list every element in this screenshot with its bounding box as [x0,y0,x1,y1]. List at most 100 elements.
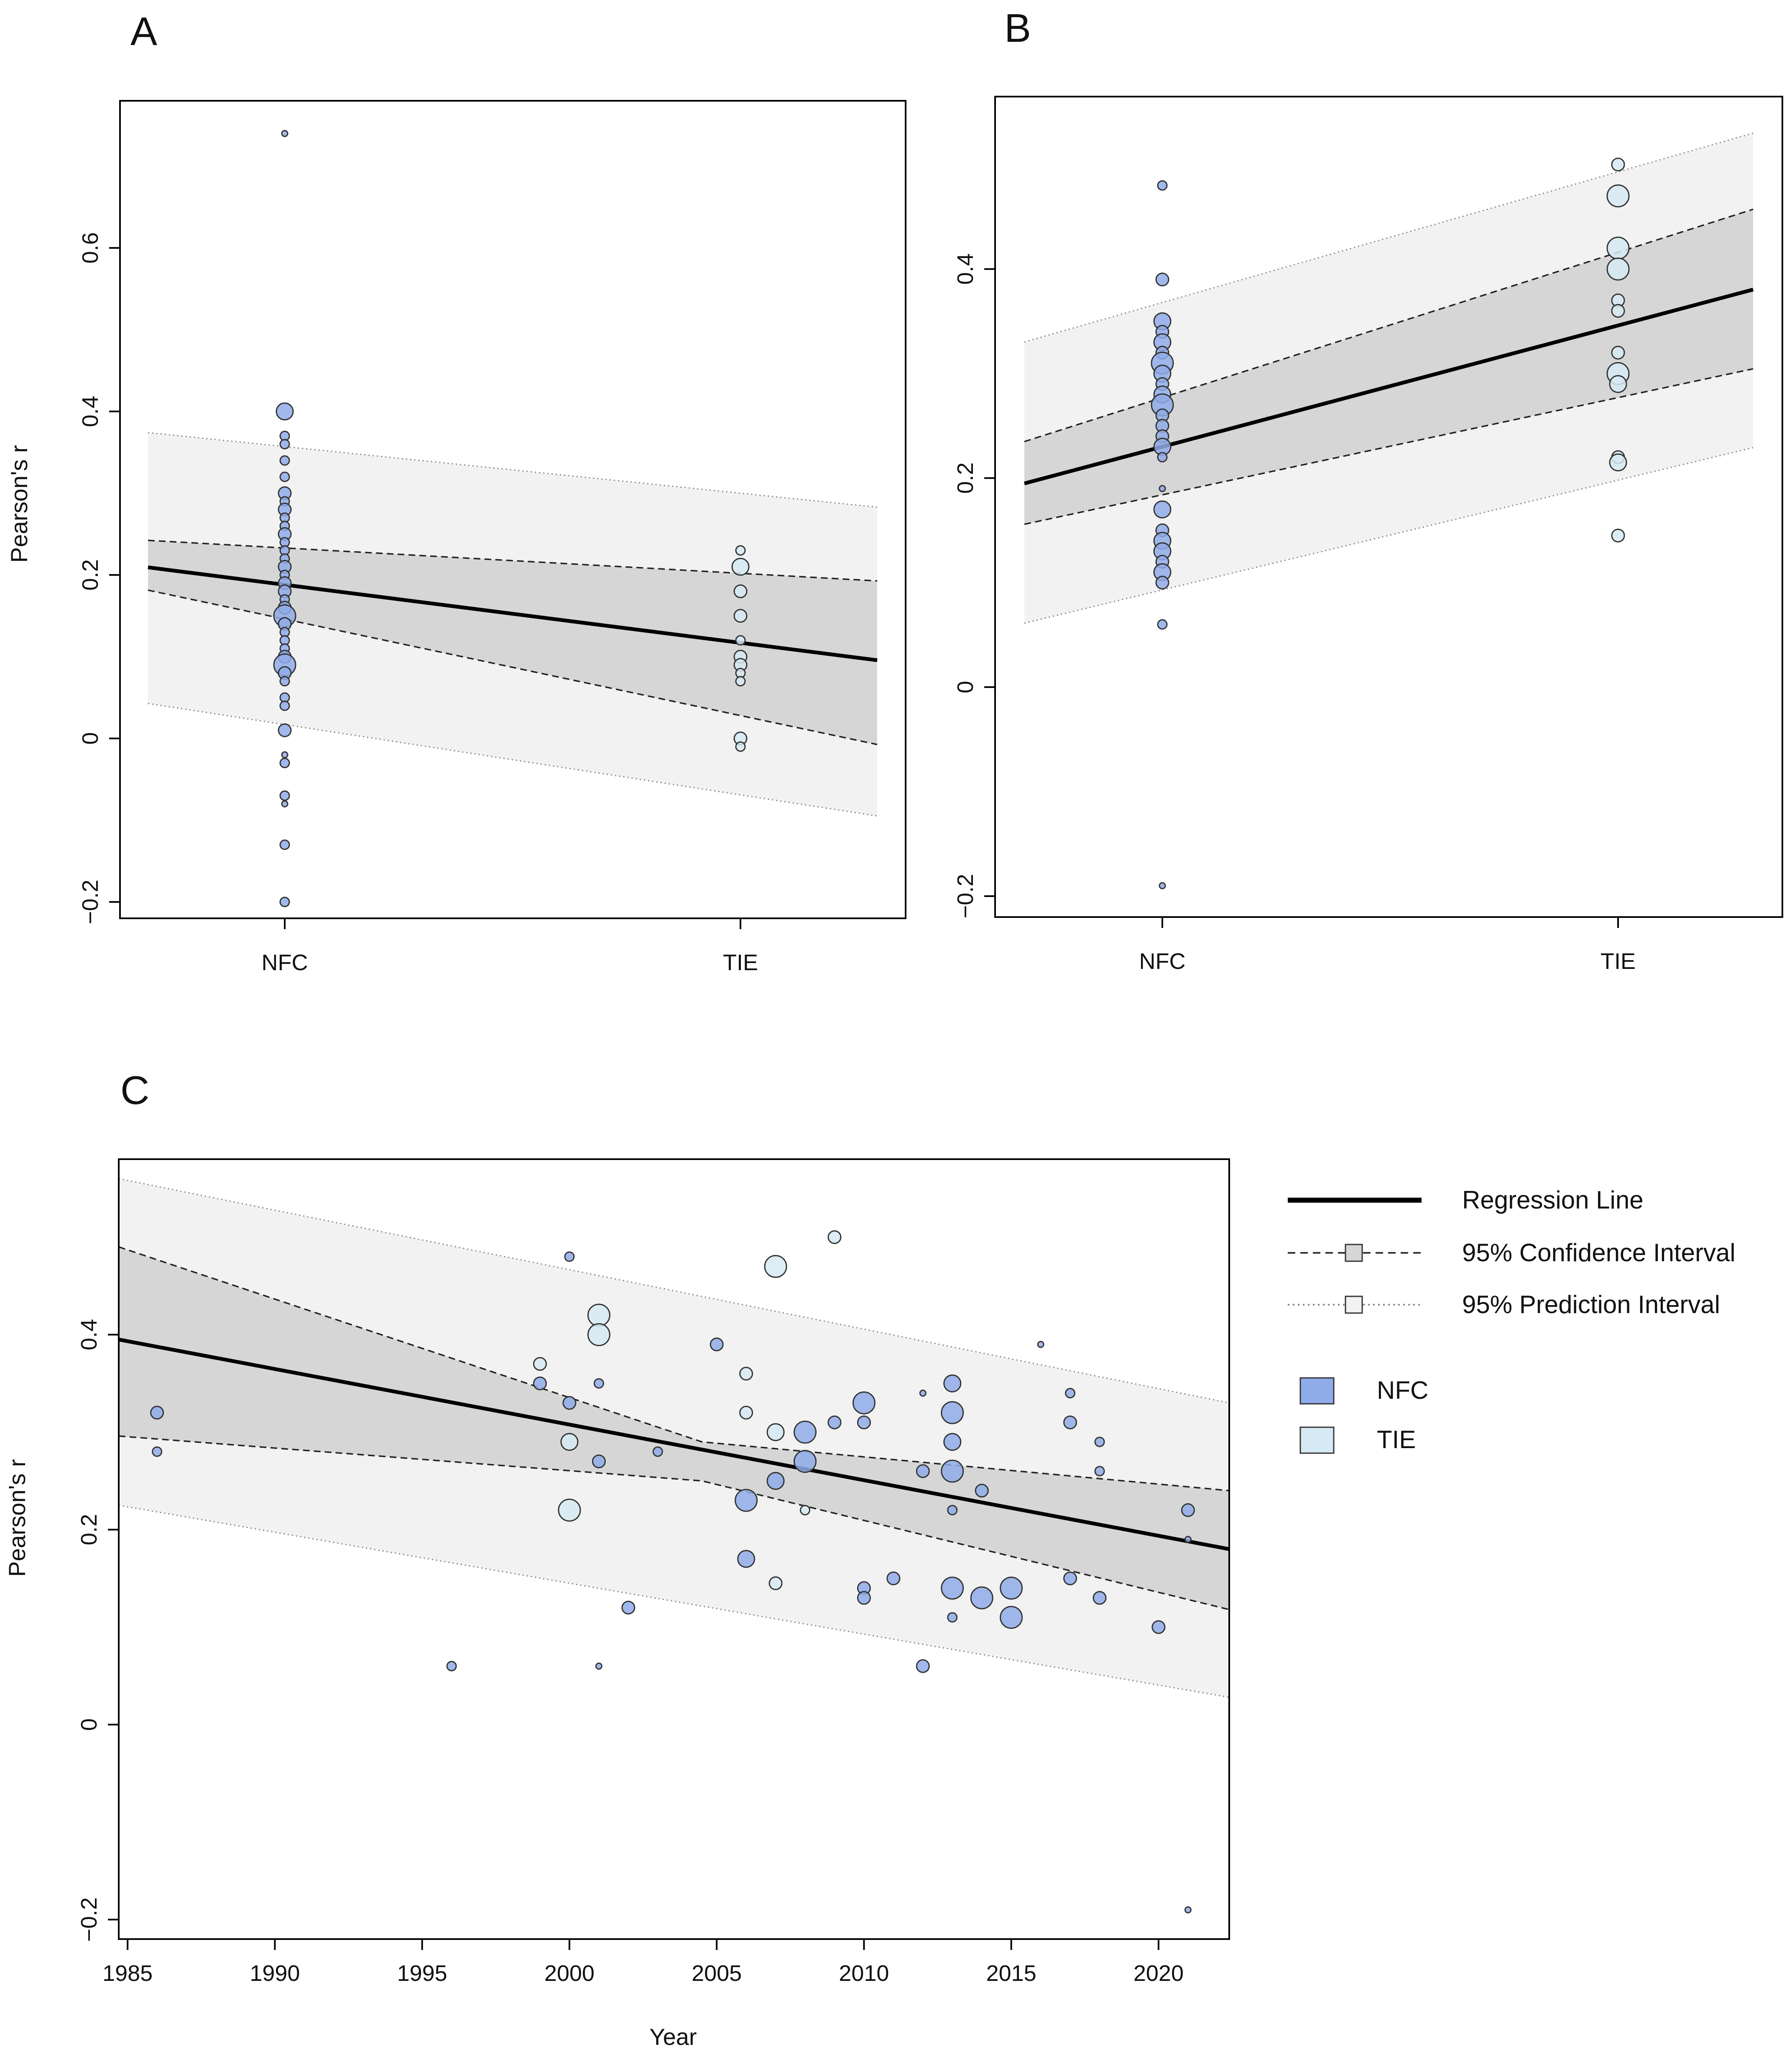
nfc-point [941,1459,964,1483]
nfc-point [279,839,290,850]
tie-point [766,1423,785,1441]
tie-point [1606,236,1630,260]
tie-point [587,1303,610,1327]
legend-tie-label: TIE [1377,1426,1416,1454]
tie-point [731,557,750,576]
regression-line [148,565,878,662]
nfc-point [1159,485,1166,492]
confidence-lower-line [118,1435,1230,1610]
panel-a-ticks: −0.2 0 0.2 0.4 0.6 NFC TIE [78,232,758,975]
tie-point [735,676,746,687]
y-tick-label: −0.2 [953,874,978,919]
nfc-point [279,897,290,907]
confidence-lower-line [148,589,878,746]
nfc-point [281,130,288,137]
nfc-point [621,1600,636,1615]
panel-a: A −0.2 0 0.2 0.4 0.6 NFC TIE Pearson's r [6,9,906,975]
nfc-point [1037,1341,1044,1348]
nfc-point [281,751,288,759]
confidence-lower-line [1024,368,1754,525]
legend-prediction-interval-label: 95% Prediction Interval [1462,1290,1720,1319]
y-tick-label: −0.2 [78,880,103,925]
nfc-point [827,1415,842,1429]
legend-prediction-interval-box [1345,1296,1363,1314]
tie-point [735,635,746,646]
tie-point [1609,375,1627,393]
y-tick-label: 0.6 [78,232,103,263]
tie-point [1606,257,1630,281]
nfc-point [1155,575,1169,590]
nfc-point [941,1401,964,1424]
panel-b-points [1151,157,1630,889]
confidence-band [1024,209,1753,524]
x-tick-label: 2020 [1133,1961,1184,1986]
nfc-point [970,1586,993,1610]
legend-confidence-interval-label: 95% Confidence Interval [1462,1239,1736,1267]
y-tick-label: 0.2 [78,559,103,590]
nfc-point [710,1337,724,1352]
panel-c-points [150,1230,1195,1914]
tie-point [560,1433,579,1451]
nfc-point [1184,1536,1192,1543]
nfc-point [1094,1436,1105,1447]
nfc-point [1181,1503,1195,1517]
panel-a-y-axis-label: Pearson's r [6,445,32,562]
nfc-point [652,1446,663,1457]
legend-nfc-swatch [1299,1377,1335,1405]
nfc-point [1153,500,1172,519]
y-tick-label: −0.2 [77,1897,102,1942]
panel-c-bands [118,1178,1230,1698]
x-tick-label: 2005 [692,1961,742,1986]
nfc-point [794,1421,817,1444]
y-tick-label: 0.2 [77,1514,102,1545]
x-tick-label: NFC [1139,949,1186,974]
panel-c-letter: C [120,1068,149,1113]
y-tick-label: 0 [77,1718,102,1731]
prediction-upper-line [1024,132,1754,343]
nfc-point [1094,1466,1105,1477]
panel-c-plot-frame [118,1158,1230,1940]
regression-line [1024,288,1754,486]
nfc-point [735,1489,758,1512]
tie-point [733,584,748,598]
nfc-point [592,1454,606,1469]
legend-regression-line-label: Regression Line [1462,1186,1644,1214]
nfc-point [595,1662,602,1670]
y-tick-label: 0.2 [953,463,978,494]
nfc-point [276,402,294,421]
tie-point [533,1357,547,1371]
y-tick-label: 0.4 [78,396,103,427]
nfc-point [766,1472,785,1490]
nfc-point [1063,1415,1077,1429]
tie-point [768,1576,783,1590]
legend: Regression Line 95% Confidence Interval … [1288,1186,1736,1454]
nfc-point [943,1374,962,1393]
nfc-point [1157,619,1168,630]
prediction-upper-line [118,1178,1230,1404]
nfc-point [1065,1388,1076,1398]
panel-c-ticks: −0.2 0 0.2 0.4 1985 1990 1995 2000 2005 2010 2015 2… [77,1319,1184,1986]
y-tick-label: 0.4 [953,253,978,285]
tie-point [739,1367,753,1381]
nfc-point [1000,1577,1023,1600]
x-tick-label: 2015 [986,1961,1036,1986]
y-tick-label: 0.4 [77,1319,102,1350]
nfc-point [852,1391,876,1415]
legend-confidence-interval-box [1345,1244,1363,1262]
panel-b-plot-frame [994,96,1783,918]
legend-nfc-label: NFC [1377,1376,1428,1404]
x-tick-label: 1990 [250,1961,300,1986]
nfc-point [941,1577,964,1600]
panel-b: B −0.2 0 0.2 0.4 NFC TIE [953,6,1783,974]
confidence-upper-line [118,1246,1230,1492]
panel-c: C −0.2 0 0.2 0.4 1985 1990 1995 2000 2005 2010 201… [4,1068,1230,2050]
nfc-point [1157,452,1168,463]
panel-a-points [273,130,750,907]
tie-point [587,1323,610,1347]
nfc-point [794,1450,817,1473]
x-tick-label: 1985 [102,1961,153,1986]
nfc-point [975,1484,989,1498]
panel-a-bands [148,432,878,817]
legend-tie-swatch [1299,1426,1335,1454]
